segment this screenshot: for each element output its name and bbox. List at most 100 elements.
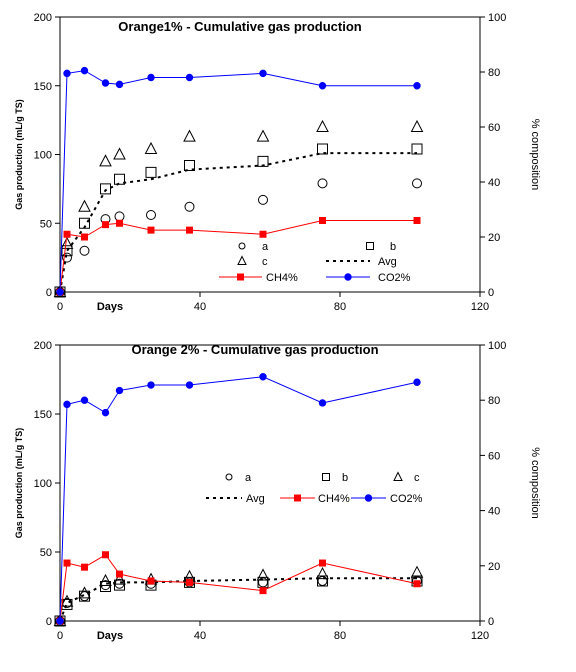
y2-tick-label: 0 [488,287,494,299]
ch4-point [116,570,123,578]
ch4-point [319,559,326,567]
y2-axis-label: % composition [529,447,541,519]
y-tick-label: 0 [46,287,52,299]
legend-label-a: a [245,472,252,484]
c-point [183,129,196,142]
x-axis-label: Days [97,301,123,313]
series-co2 [56,66,421,296]
y-tick-label: 100 [34,150,52,162]
y2-tick-label: 60 [488,122,500,134]
ch4-point [186,578,193,586]
b-point [317,575,328,587]
a-point [146,210,156,220]
x-tick-label: 40 [194,301,206,313]
b-point [114,173,125,185]
legend-marker-b [366,242,374,250]
chart-1: 0 50 100 150 200 0 20 40 60 80 100 0 40 80 120 Days Gas … [14,12,541,313]
co2-point [318,82,327,90]
series-c [53,119,424,297]
y2-tick-label: 100 [488,340,506,352]
legend-label-ch4: CH4% [318,493,350,505]
a-point [317,178,328,189]
y2-tick-label: 20 [488,232,500,244]
legend-marker-co2 [344,273,352,281]
co2-point [80,396,89,404]
chart-title: Orange1% - Cumulative gas production [118,19,361,34]
y2-tick-label: 80 [488,67,500,79]
legend-marker-ch4 [237,273,244,281]
c-point [78,199,91,212]
x-tick-label: 40 [194,630,206,642]
series-ch4 [56,217,421,296]
series-c [53,565,424,626]
legend-label-c: c [262,256,268,268]
co2-line [59,70,417,293]
a-point [258,194,268,205]
y2-tick-label: 40 [488,506,500,518]
b-point [114,579,125,591]
series-ch4 [56,551,421,625]
co2-point [56,288,64,296]
co2-point [56,617,64,625]
co2-point [101,408,110,417]
legend-label-co2: CO2% [378,272,411,284]
legend-marker-a [238,242,246,250]
c-point [256,129,270,142]
x-tick-label: 120 [471,301,489,313]
b-point [184,160,195,171]
c-point [113,147,126,160]
ch4-line [59,554,418,622]
x-tick-label: 0 [57,630,63,642]
legend: a b c Avg CH4% CO2% [219,241,411,284]
c-point [410,565,424,578]
x-tick-label: 120 [471,630,489,642]
ch4-point [63,230,71,238]
a-point [79,245,90,256]
a-point [114,211,125,222]
ch4-point [186,226,193,234]
y2-tick-label: 60 [488,450,500,462]
y-tick-label: 150 [34,409,52,421]
c-point [113,572,126,585]
c-point [316,119,329,132]
series-avg [59,152,417,293]
co2-line [59,376,418,622]
y-tick-label: 100 [34,478,52,490]
c-point [256,568,270,581]
y-axis-label: Gas production (mL/g TS) [14,428,24,539]
chart-title: Orange 2% - Cumulative gas production [131,342,378,357]
ch4-point [102,221,109,229]
co2-point [185,381,194,389]
legend-label-avg: Avg [378,256,397,268]
ch4-point [81,233,88,241]
c-point [99,154,112,167]
series-avg [59,577,417,622]
co2-point [147,73,155,82]
co2-point [63,69,71,78]
c-point [99,573,112,586]
co2-point [63,400,71,409]
legend-marker-c [237,255,247,265]
co2-point [115,80,124,89]
co2-point [185,73,194,82]
legend: a b c Avg CH4% CO2% [206,471,423,505]
avg-line [59,152,417,293]
y-axis-label: Gas production (mL/g TS) [14,99,24,210]
chart-2: 0 50 100 150 200 0 20 40 60 80 100 0 40 80 120 Days Gas … [14,340,541,642]
legend-label-b: b [342,472,348,484]
ch4-point [259,230,267,238]
legend-label-a: a [262,241,269,253]
ch4-point [147,577,155,585]
c-point [410,119,424,132]
co2-point [413,82,421,90]
legend-marker-ch4 [294,494,301,502]
legend-marker-co2 [364,494,373,502]
avg-line [59,577,417,622]
y2-tick-label: 80 [488,395,500,407]
x-axis-label: Days [97,630,123,642]
ch4-point [147,226,155,234]
co2-point [147,381,155,389]
y-tick-label: 200 [34,12,52,24]
